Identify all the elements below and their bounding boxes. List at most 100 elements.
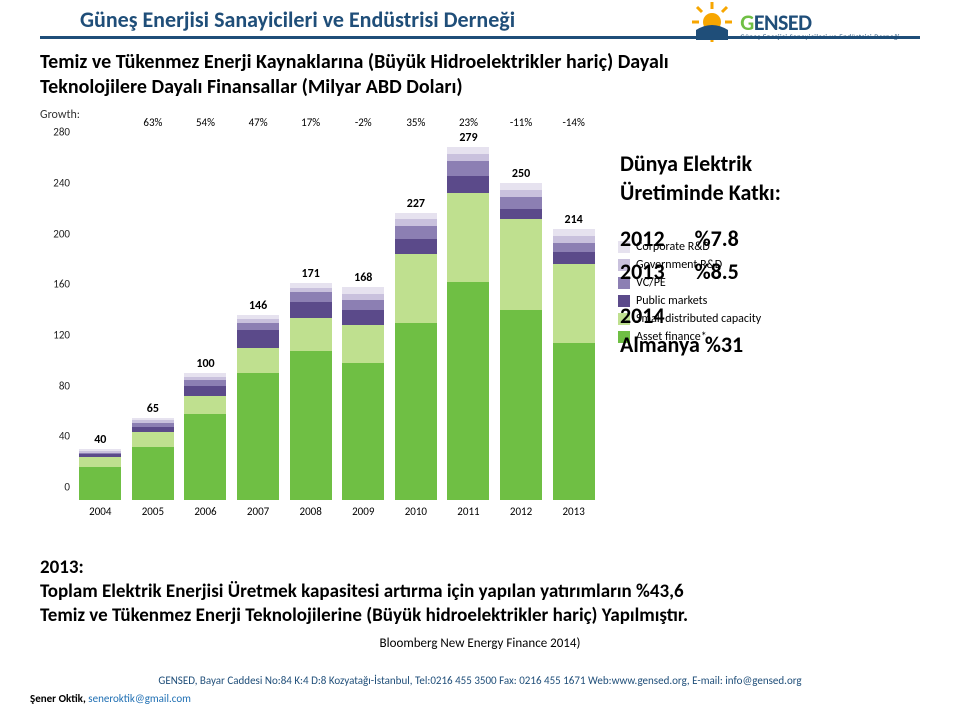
bar: [79, 449, 121, 500]
bar: [132, 418, 174, 500]
bar-segment: [395, 226, 437, 239]
bar-segment: [553, 229, 595, 236]
y-tick: 0: [64, 481, 70, 494]
stat-block-3: 2014 Almanya %31: [620, 302, 781, 359]
logo: GENSED Güneş Enerjisi Sanayicileri ve En…: [690, 0, 900, 49]
bar-segment: [237, 373, 279, 500]
bar-total: 40: [94, 433, 106, 447]
bar-column: 279: [447, 131, 489, 500]
foot-l3: Temiz ve Tükenmez Enerji Teknolojilerine…: [40, 604, 920, 628]
bar-segment: [553, 243, 595, 252]
bar-segment: [500, 190, 542, 197]
subtitle: Temiz ve Tükenmez Enerji Kaynaklarına (B…: [40, 50, 669, 100]
bar-segment: [553, 252, 595, 265]
bar-segment: [132, 432, 174, 447]
bar-segment: [237, 323, 279, 331]
bar-segment: [395, 239, 437, 254]
x-tick: 2005: [132, 505, 174, 518]
x-tick: 2009: [342, 505, 384, 518]
bar-total: 214: [565, 213, 583, 227]
bar-column: 65: [132, 402, 174, 500]
bar-segment: [447, 176, 489, 194]
bar-segment: [290, 318, 332, 351]
x-tick: 2008: [290, 505, 332, 518]
x-tick: 2007: [237, 505, 279, 518]
bar: [553, 229, 595, 500]
x-tick: 2006: [184, 505, 226, 518]
x-tick: 2012: [500, 505, 542, 518]
y-tick: 40: [59, 430, 70, 443]
bar-segment: [237, 330, 279, 348]
chart: 04080120160200240280 4065100146171168227…: [40, 120, 600, 540]
bar-total: 171: [302, 267, 320, 281]
bar-segment: [342, 300, 384, 310]
author: Şener Oktik, seneroktik@gmail.com: [30, 692, 191, 705]
logo-subtitle: Güneş Enerjisi Sanayicileri ve Endüstris…: [740, 32, 900, 41]
y-tick: 80: [59, 379, 70, 392]
bar-segment: [553, 343, 595, 500]
bar-segment: [500, 209, 542, 219]
bar-segment: [237, 348, 279, 373]
x-tick: 2013: [553, 505, 595, 518]
bar-column: 146: [237, 299, 279, 500]
bar-segment: [447, 282, 489, 500]
sun-icon: [690, 0, 734, 49]
bar-segment: [447, 193, 489, 282]
x-tick: 2010: [395, 505, 437, 518]
bar-segment: [184, 386, 226, 396]
bar-segment: [395, 254, 437, 322]
bar-segment: [500, 183, 542, 190]
bar-segment: [553, 264, 595, 343]
y-tick: 240: [53, 177, 70, 190]
bar-segment: [447, 161, 489, 176]
bar-segment: [290, 351, 332, 500]
bar-segment: [184, 396, 226, 414]
bar-column: 250: [500, 167, 542, 500]
bar-column: 100: [184, 357, 226, 500]
bar-column: 168: [342, 271, 384, 500]
stat-row-2: 2013%8.5: [620, 258, 781, 287]
x-tick: 2011: [447, 505, 489, 518]
side-head-1: Dünya Elektrik: [620, 150, 781, 179]
y-tick: 280: [53, 126, 70, 139]
subtitle-line-1: Temiz ve Tükenmez Enerji Kaynaklarına (B…: [40, 50, 669, 75]
bar-column: 40: [79, 433, 121, 500]
header-title: Güneş Enerjisi Sanayicileri ve Endüstris…: [80, 6, 515, 33]
bar-segment: [553, 236, 595, 243]
foot-l1: 2013:: [40, 556, 920, 580]
bar: [184, 373, 226, 500]
bar: [500, 183, 542, 500]
bar-segment: [342, 325, 384, 363]
bar-segment: [395, 213, 437, 220]
footer: GENSED, Bayar Caddesi No:84 K:4 D:8 Kozy…: [0, 674, 960, 687]
bar: [237, 315, 279, 500]
foot-l2: Toplam Elektrik Enerjisi Üretmek kapasit…: [40, 580, 920, 604]
bar: [290, 283, 332, 500]
bar-segment: [79, 467, 121, 500]
plot-area: 40 65 100 146 171 168 227 279 250 214: [74, 120, 600, 500]
y-axis: 04080120160200240280: [40, 120, 74, 500]
side-panel: Dünya Elektrik Üretiminde Katkı: 2012%7.…: [620, 150, 781, 360]
bar-column: 214: [553, 213, 595, 500]
side-head-2: Üretiminde Katkı:: [620, 179, 781, 208]
bar-segment: [447, 147, 489, 154]
bar: [447, 147, 489, 500]
bar-segment: [132, 447, 174, 500]
bar-segment: [500, 219, 542, 310]
bar-segment: [184, 414, 226, 500]
y-tick: 200: [53, 227, 70, 240]
source-line: Bloomberg New Energy Finance 2014): [0, 636, 960, 651]
stat-row-1: 2012%7.8: [620, 225, 781, 254]
bars-container: 40 65 100 146 171 168 227 279 250 214: [74, 120, 600, 500]
x-axis: 2004200520062007200820092010201120122013: [74, 505, 600, 518]
bar-total: 65: [147, 402, 159, 416]
bar-segment: [342, 310, 384, 325]
bar-segment: [395, 219, 437, 226]
bar-segment: [395, 323, 437, 500]
bar: [395, 213, 437, 500]
bar-segment: [79, 457, 121, 467]
bar-segment: [500, 310, 542, 500]
bar-total: 227: [407, 197, 425, 211]
bar-segment: [290, 292, 332, 302]
bar: [342, 287, 384, 500]
